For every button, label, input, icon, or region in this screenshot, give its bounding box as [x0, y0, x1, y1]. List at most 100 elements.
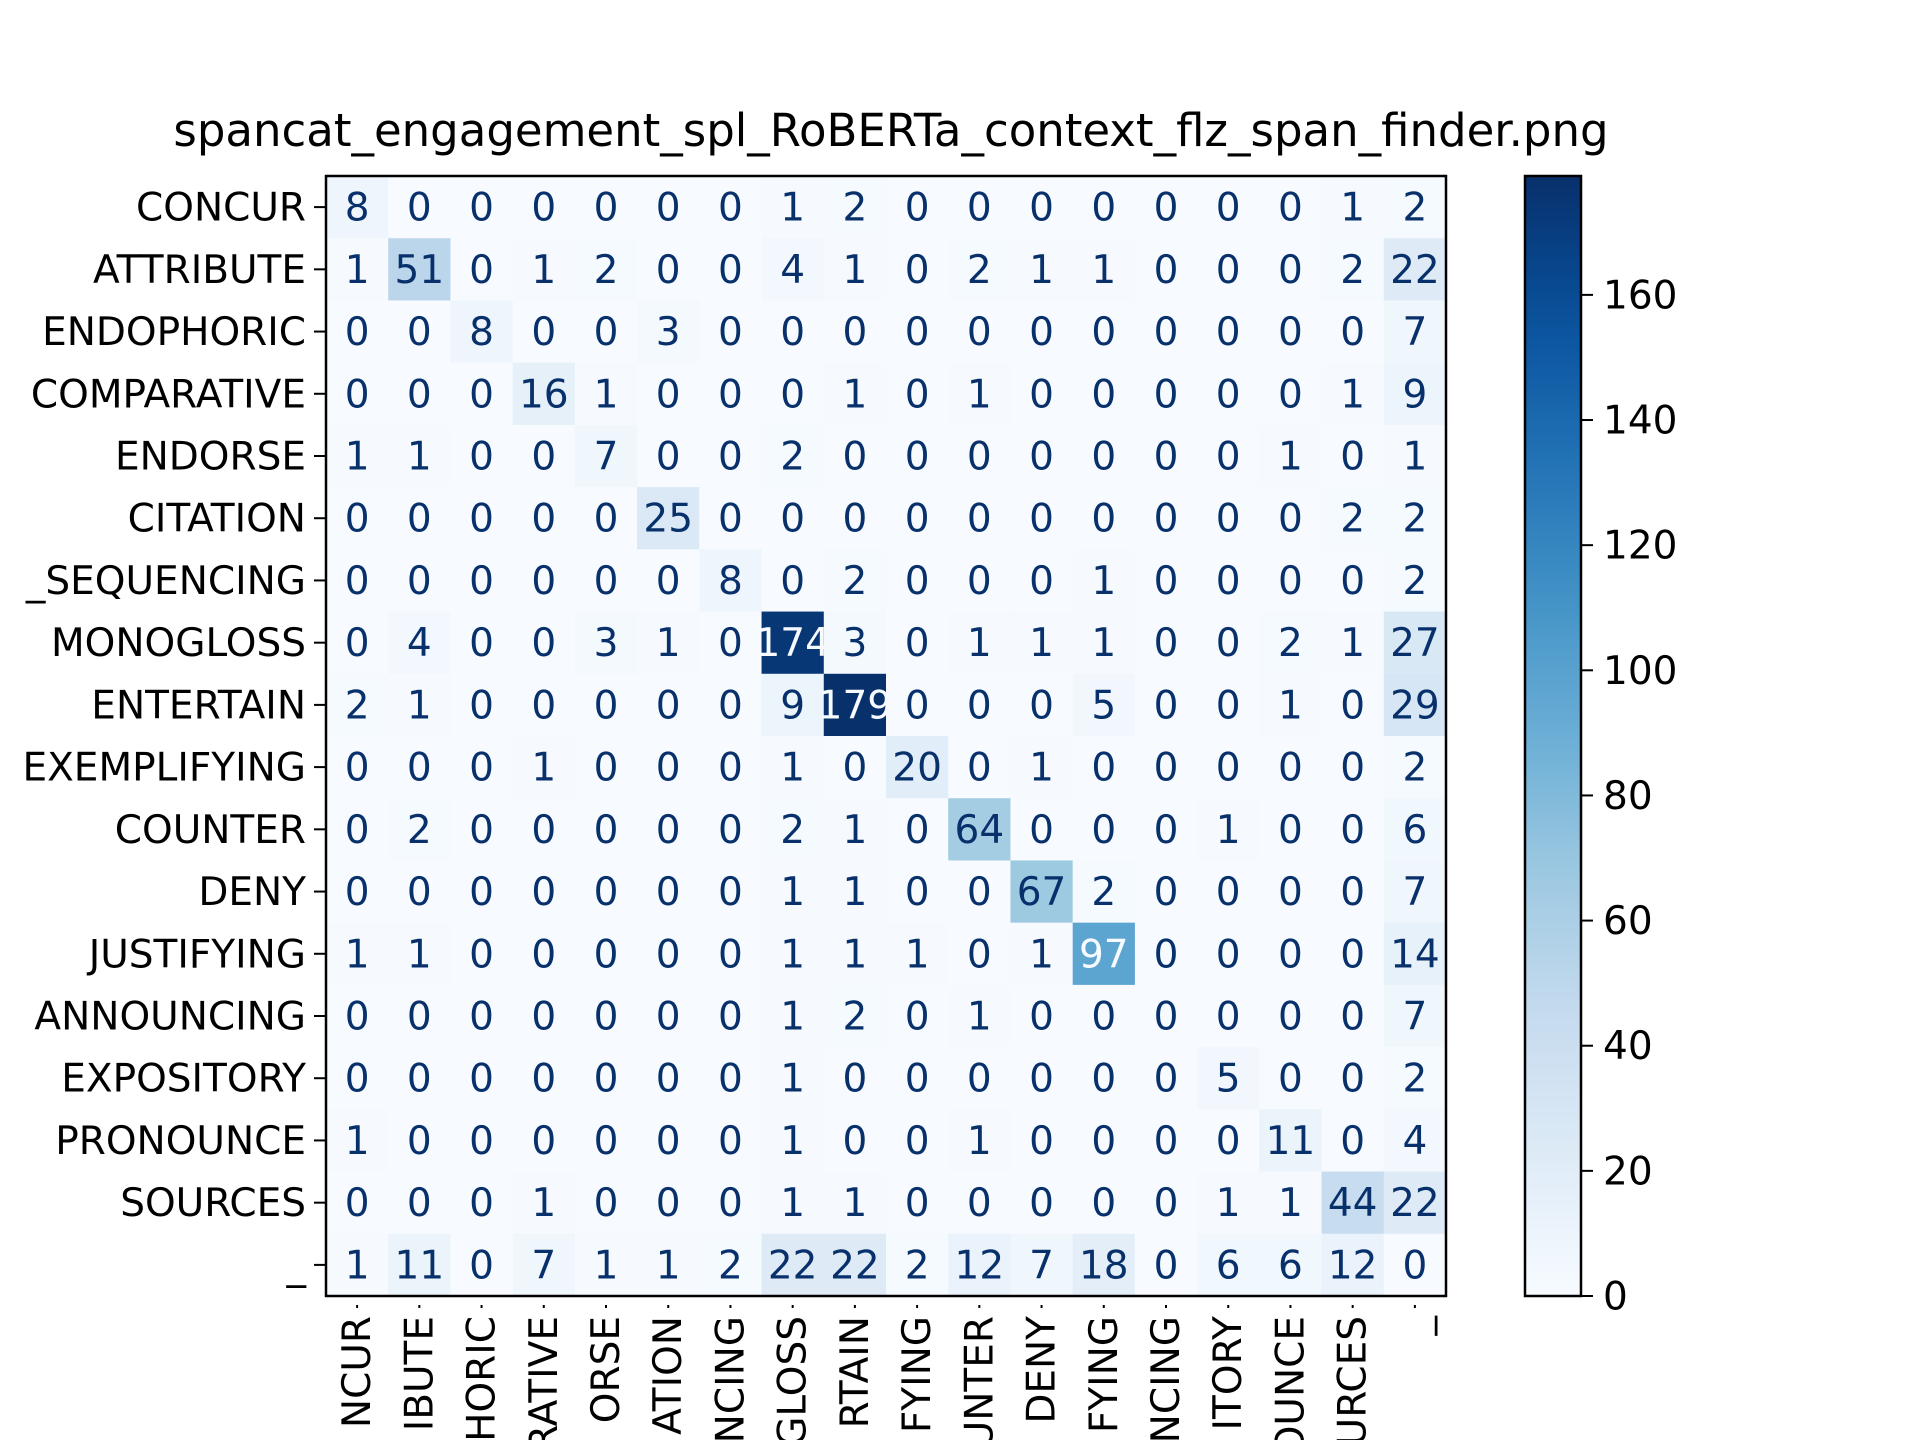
heatmap-cell: [1197, 300, 1260, 364]
cell-value-label: 7: [594, 435, 619, 480]
cell-value-label: 0: [1216, 497, 1241, 542]
cell-value-label: 0: [594, 870, 619, 915]
heatmap-cell: [1383, 860, 1447, 924]
cell-value-label: 0: [905, 621, 930, 666]
cell-value-label: 2: [1402, 497, 1427, 542]
cell-value-label: 0: [469, 870, 494, 915]
heatmap-cell: [450, 860, 514, 924]
heatmap-cell: [761, 922, 825, 986]
cell-value-label: 0: [905, 1119, 930, 1164]
cell-value-label: 0: [780, 310, 805, 355]
heatmap-cell: [388, 487, 452, 550]
heatmap-cell: [1321, 1233, 1385, 1297]
heatmap-cell: [948, 860, 1012, 924]
heatmap-cell: [1010, 1047, 1074, 1110]
heatmap-cell: [1197, 238, 1260, 302]
cell-value-label: 0: [1091, 497, 1116, 542]
heatmap-cell: [388, 362, 452, 426]
cell-value-label: 1: [1278, 435, 1303, 480]
cell-value-label: 0: [531, 435, 556, 480]
cell-value-label: 0: [531, 932, 556, 977]
cell-value-label: 0: [345, 1057, 370, 1102]
cell-value-label: 0: [718, 248, 743, 293]
cell-value-label: 0: [905, 186, 930, 231]
heatmap-cell: [637, 1109, 700, 1173]
cell-value-label: 0: [842, 435, 867, 480]
x-tick-label: OUNCE: [1268, 1316, 1313, 1440]
heatmap-cell: [1134, 736, 1198, 799]
cell-value-label: 0: [1029, 1181, 1054, 1226]
heatmap-cell: [574, 362, 638, 426]
cell-value-label: 0: [531, 683, 556, 728]
heatmap-cell: [388, 238, 452, 302]
cell-value-label: 1: [594, 372, 619, 417]
cell-value-label: 0: [718, 186, 743, 231]
heatmap-cell: [388, 549, 452, 613]
heatmap-cell: [1321, 1047, 1385, 1110]
cell-value-label: 0: [1091, 186, 1116, 231]
heatmap-cell: [823, 176, 887, 239]
cell-value-label: 0: [1154, 248, 1179, 293]
cell-value-label: 0: [531, 559, 556, 604]
heatmap-cell: [699, 362, 763, 426]
x-tick-label: ORSE: [584, 1316, 629, 1423]
cell-value-label: 0: [718, 808, 743, 853]
heatmap-cell: [761, 424, 825, 488]
cell-value-label: 0: [967, 1181, 992, 1226]
colorbar-tick-label: 140: [1603, 399, 1677, 444]
heatmap-cell: [1072, 922, 1136, 986]
heatmap-cell: [637, 487, 700, 550]
cell-value-label: 1: [1029, 248, 1054, 293]
heatmap-cell: [761, 984, 825, 1048]
cell-value-label: 0: [469, 1181, 494, 1226]
cell-value-label: 2: [1402, 559, 1427, 604]
cell-value-label: 1: [656, 1243, 681, 1288]
cell-value-label: 6: [1402, 808, 1427, 853]
heatmap-cell: [886, 1109, 949, 1173]
cell-value-label: 0: [1216, 559, 1241, 604]
colorbar: [1523, 174, 1583, 1298]
cell-value-label: 0: [469, 746, 494, 791]
heatmap-cell: [388, 1171, 452, 1235]
cell-value-label: 1: [1340, 372, 1365, 417]
colorbar-tick-label: 60: [1603, 899, 1653, 944]
heatmap-cell: [1259, 860, 1323, 924]
cell-value-label: 0: [1340, 808, 1365, 853]
heatmap-cell: [388, 673, 452, 737]
heatmap-cell: [948, 549, 1012, 613]
cell-value-label: 0: [407, 1181, 432, 1226]
cell-value-label: 0: [1278, 995, 1303, 1040]
cell-value-label: 1: [407, 435, 432, 480]
heatmap-cell: [699, 611, 763, 675]
cell-value-label: 0: [905, 248, 930, 293]
x-tick-label: FYING: [1082, 1316, 1127, 1433]
cell-value-label: 0: [905, 995, 930, 1040]
x-tick-label: _: [1393, 1316, 1438, 1337]
heatmap-cell: [1259, 1171, 1323, 1235]
x-tick-label: FYING: [895, 1316, 940, 1433]
cell-value-label: 0: [1216, 995, 1241, 1040]
cell-value-label: 0: [345, 621, 370, 666]
cell-value-label: 0: [718, 870, 743, 915]
cell-value-label: 22: [1390, 248, 1440, 293]
cell-value-label: 179: [818, 683, 892, 728]
cell-value-label: 0: [1029, 995, 1054, 1040]
cell-value-label: 0: [1029, 1057, 1054, 1102]
heatmap-cell: [450, 300, 514, 364]
heatmap-cell: [637, 1171, 700, 1235]
cell-value-label: 0: [1278, 1057, 1303, 1102]
heatmap-cell: [886, 176, 949, 239]
cell-value-label: 1: [905, 932, 930, 977]
cell-value-label: 0: [905, 372, 930, 417]
cell-value-label: 1: [780, 995, 805, 1040]
cell-value-label: 0: [905, 497, 930, 542]
cell-value-label: 44: [1328, 1181, 1378, 1226]
cell-value-label: 0: [1154, 683, 1179, 728]
heatmap-cell: [450, 673, 514, 737]
cell-value-label: 0: [1340, 310, 1365, 355]
heatmap-cell: [886, 736, 949, 799]
x-tick-label: HORIC: [460, 1316, 505, 1440]
heatmap-cell: [512, 984, 576, 1048]
heatmap-cell: [886, 611, 949, 675]
cell-value-label: 0: [469, 1057, 494, 1102]
